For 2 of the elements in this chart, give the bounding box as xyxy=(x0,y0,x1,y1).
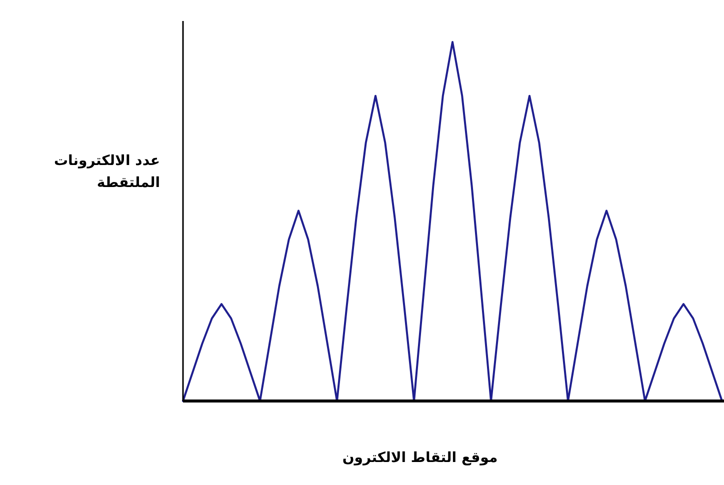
x-axis-title: موقع التقاط الالكترون xyxy=(341,450,499,466)
y-axis-title: عدد الالكترونات الملتقطة xyxy=(52,152,160,193)
